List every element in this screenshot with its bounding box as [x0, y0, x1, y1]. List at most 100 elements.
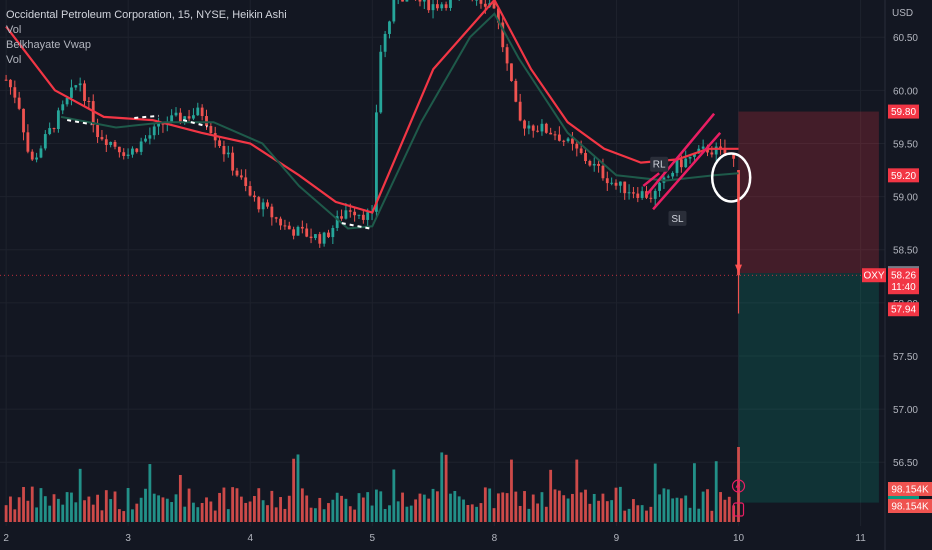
volume-bar: [248, 501, 252, 522]
candle-body: [640, 191, 644, 198]
volume-bar: [414, 499, 418, 522]
volume-badge-label: 98.154K: [891, 502, 929, 513]
candle-body: [348, 210, 352, 212]
candle-body: [248, 186, 252, 196]
time-axis-bg: [0, 526, 932, 550]
volume-bar: [139, 497, 143, 522]
candle-body: [418, 0, 422, 2]
volume-bar: [723, 499, 727, 522]
volume-bar: [200, 503, 204, 522]
volume-bar: [706, 489, 709, 522]
candle-body: [239, 175, 243, 178]
volume-bar: [135, 503, 139, 522]
y-tick-label: 57.00: [893, 405, 918, 416]
volume-bar: [666, 489, 670, 522]
candle-body: [388, 21, 391, 34]
flash-icon: [731, 479, 746, 493]
volume-bar: [109, 499, 113, 522]
candle-body: [449, 0, 452, 8]
volume-bar: [244, 502, 248, 522]
candle-body: [392, 0, 396, 22]
volume-bar: [13, 509, 17, 522]
candle-body: [100, 137, 104, 140]
indicator-vwap[interactable]: Belkhayate Vwap: [6, 39, 91, 51]
candle-body: [714, 146, 718, 155]
y-tick-label: 60.00: [893, 86, 918, 97]
candle-body: [65, 97, 69, 105]
candle-body: [96, 124, 99, 138]
candle-body: [74, 85, 78, 88]
candle-body: [314, 234, 317, 239]
y-tick-label: 59.00: [893, 193, 918, 204]
indicator-vol[interactable]: Vol: [6, 24, 22, 36]
candle-body: [518, 101, 522, 121]
candle-body: [48, 128, 52, 135]
x-tick-label: 3: [125, 533, 131, 544]
volume-bar: [479, 503, 483, 522]
candle-body: [331, 227, 335, 238]
candle-body: [78, 83, 82, 86]
volume-bar: [374, 489, 378, 522]
candle-body: [679, 159, 683, 168]
volume-bar: [17, 497, 21, 522]
candle-body: [618, 181, 622, 186]
volume-bar: [714, 461, 718, 522]
candle-body: [170, 115, 174, 123]
candle-body: [427, 0, 431, 11]
volume-bar: [370, 505, 374, 522]
volume-bar: [618, 486, 622, 522]
candle-body: [4, 79, 8, 81]
volume-bar: [557, 490, 561, 522]
symbol-tag: [862, 268, 886, 283]
volume-bar: [427, 498, 431, 522]
candle-body: [671, 172, 675, 177]
candle-body: [157, 122, 160, 127]
candle-body: [87, 101, 91, 103]
volume-bar: [645, 510, 648, 522]
price-badge-label: 57.94: [891, 305, 916, 316]
volume-bar: [627, 508, 631, 522]
volume-bar: [453, 491, 457, 522]
indicator-line-vwap: [60, 12, 739, 230]
candle-body: [383, 33, 387, 52]
candle-body: [83, 83, 86, 102]
volume-bar: [605, 501, 609, 522]
volume-bar: [148, 464, 152, 522]
candle-body: [475, 0, 479, 1]
stop-loss-zone: [738, 111, 879, 274]
candle-body: [557, 134, 561, 141]
candle-body: [579, 148, 583, 153]
chart-title[interactable]: Occidental Petroleum Corporation, 15, NY…: [6, 9, 287, 21]
down-arrow-head: [735, 264, 743, 274]
volume-bar: [549, 469, 553, 522]
volume-bar: [688, 507, 692, 522]
candle-body: [209, 126, 213, 134]
volume-bar: [218, 492, 221, 522]
volume-bar: [257, 488, 261, 522]
candle-body: [527, 125, 531, 129]
candle-body: [601, 165, 605, 179]
volume-bar: [239, 496, 243, 522]
volume-bar: [575, 459, 579, 522]
y-tick-label: 58.50: [893, 246, 918, 257]
candle-body: [588, 161, 592, 166]
candle-body: [540, 123, 544, 132]
candle-body: [688, 156, 692, 159]
candle-body: [693, 153, 696, 157]
candle-body: [575, 143, 579, 149]
volume-bar: [544, 506, 548, 522]
volume-bar: [235, 488, 239, 522]
candle-body: [401, 0, 404, 2]
candle-body: [357, 214, 361, 216]
candle-body: [231, 152, 235, 171]
volume-bar: [457, 496, 461, 522]
candle-body: [592, 163, 596, 166]
candle-body: [218, 140, 221, 147]
volume-bar: [322, 509, 326, 522]
candle-body: [361, 214, 365, 220]
candle-body: [196, 107, 200, 116]
candle-body: [496, 8, 500, 23]
volume-bar: [379, 491, 383, 522]
indicator-vol-2[interactable]: Vol: [6, 54, 22, 66]
